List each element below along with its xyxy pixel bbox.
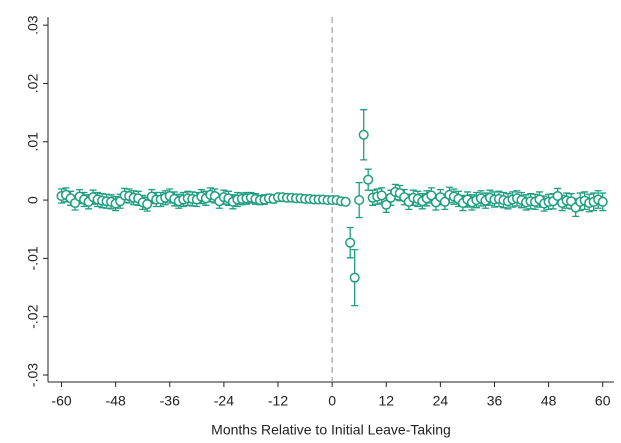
x-tick-label: -48 <box>106 393 126 409</box>
point <box>349 272 360 283</box>
point <box>142 199 153 210</box>
point <box>597 196 608 207</box>
x-tick-label: -36 <box>160 393 180 409</box>
point <box>354 195 365 206</box>
x-tick-label: -12 <box>268 393 288 409</box>
point <box>345 237 356 248</box>
x-tick-label: 12 <box>378 393 394 409</box>
point <box>376 190 387 201</box>
point <box>552 190 563 202</box>
y-tick-label: -.02 <box>25 304 41 328</box>
point <box>340 196 351 207</box>
x-tick-label: 60 <box>595 393 611 409</box>
point <box>381 199 392 210</box>
point <box>439 196 450 207</box>
y-tick-label: 0 <box>25 196 41 204</box>
point <box>363 174 374 185</box>
point <box>358 129 369 140</box>
x-tick-label: 0 <box>328 393 336 409</box>
y-tick-label: .01 <box>25 132 41 152</box>
x-tick-label: -60 <box>51 393 71 409</box>
x-axis-title: Months Relative to Initial Leave-Taking <box>211 422 451 438</box>
y-tick-label: .02 <box>25 74 41 94</box>
x-tick-label: 24 <box>433 393 449 409</box>
y-tick-label: -.01 <box>25 246 41 270</box>
y-tick-label: -.03 <box>25 363 41 387</box>
x-tick-label: 36 <box>487 393 503 409</box>
x-tick-label: -24 <box>214 393 234 409</box>
x-tick-label: 48 <box>541 393 557 409</box>
y-tick-label: .03 <box>25 15 41 35</box>
